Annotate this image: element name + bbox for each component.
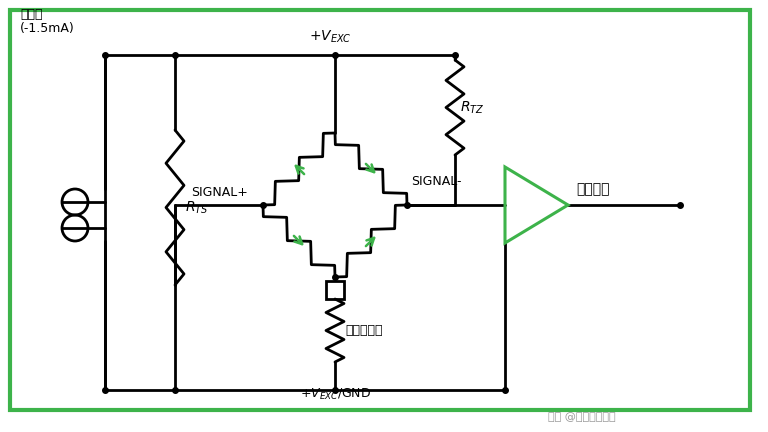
Text: (-1.5mA): (-1.5mA) [20, 22, 74, 35]
Text: $R_{TZ}$: $R_{TZ}$ [460, 99, 485, 116]
Text: 头条 @李工谈元器件: 头条 @李工谈元器件 [548, 412, 616, 422]
Text: $R_{TS}$: $R_{TS}$ [185, 199, 208, 216]
Bar [326, 281, 344, 299]
Text: 零微调电阻: 零微调电阻 [345, 324, 382, 337]
Text: $+V_{EXC}$/GND: $+V_{EXC}$/GND [300, 387, 370, 402]
Text: $+V_{EXC}$: $+V_{EXC}$ [309, 29, 351, 45]
Text: SIGNAL+: SIGNAL+ [191, 186, 248, 199]
Text: SIGNAL-: SIGNAL- [411, 175, 462, 188]
Text: 放大输出: 放大输出 [576, 182, 610, 196]
Text: 恒流源: 恒流源 [20, 8, 42, 21]
